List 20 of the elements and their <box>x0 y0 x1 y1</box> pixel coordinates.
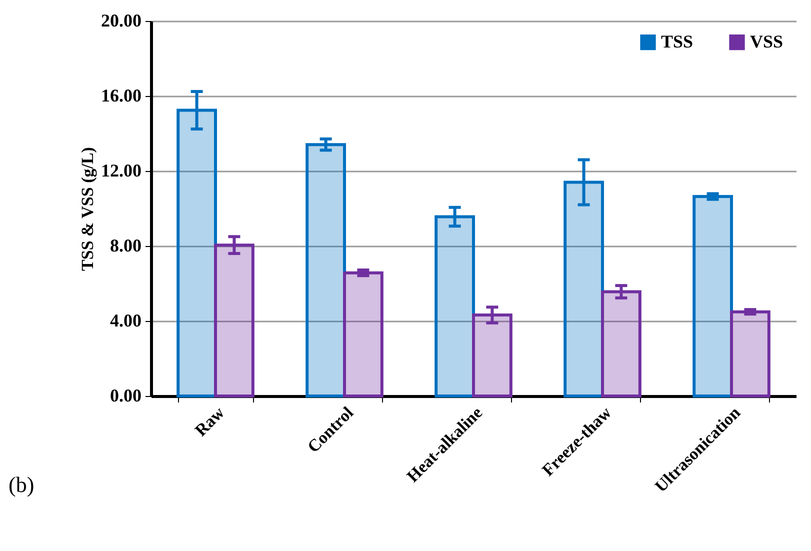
legend-label: VSS <box>750 31 784 52</box>
bar <box>343 271 384 398</box>
bar <box>472 314 512 398</box>
y-tick-label: 4.00 <box>110 310 142 330</box>
bar <box>176 108 217 398</box>
text: (b) <box>8 472 34 497</box>
bar <box>601 290 642 398</box>
y-tick-label: 8.00 <box>110 236 142 256</box>
y-tick-label: 0.00 <box>110 386 142 406</box>
y-tick-label: 16.00 <box>101 86 142 106</box>
y-axis-title: TSS & VSS (g/L) <box>78 147 97 271</box>
bar <box>306 143 346 398</box>
bar <box>214 244 254 398</box>
bar <box>564 180 604 398</box>
bar <box>730 310 770 398</box>
y-tick-label: 12.00 <box>101 160 142 180</box>
legend-label: TSS <box>661 31 694 52</box>
y-tick-label: 20.00 <box>101 10 142 30</box>
bar <box>434 215 475 398</box>
bar <box>692 195 733 398</box>
